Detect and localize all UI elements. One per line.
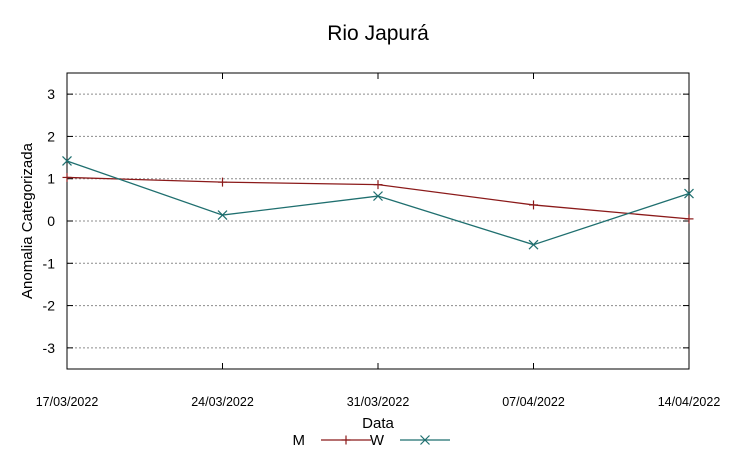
data-point-m: [373, 180, 383, 190]
data-point-m: [684, 214, 694, 224]
chart-title: Rio Japurá: [327, 22, 429, 45]
y-tick-label: 2: [47, 128, 55, 144]
y-tick-label: -1: [43, 255, 56, 271]
data-point-w: [528, 239, 539, 250]
data-point-w: [684, 188, 694, 199]
y-axis-label: Anomalia Categorizada: [19, 142, 36, 299]
y-tick-label: -3: [43, 340, 56, 356]
legend: M W: [293, 432, 450, 449]
data-point-w: [217, 210, 228, 221]
data-point-m: [529, 200, 538, 210]
legend-label-w: W: [370, 432, 385, 449]
x-tick-label: 14/04/2022: [658, 395, 721, 409]
y-axis-ticks: 3 2 1 0 -1 -2 -3: [43, 86, 689, 356]
y-tick-label: 0: [47, 213, 55, 229]
legend-swatch-m: [321, 435, 371, 445]
x-tick-label: 31/03/2022: [347, 395, 410, 409]
data-point-m: [62, 172, 72, 182]
data-point-w: [62, 156, 72, 166]
x-tick-label: 07/04/2022: [502, 395, 565, 409]
y-tick-label: 1: [47, 171, 55, 187]
data-point-w: [373, 191, 383, 201]
legend-label-m: M: [293, 432, 306, 449]
y-tick-label: 3: [47, 86, 55, 102]
x-axis-ticks: 17/03/2022 24/03/2022 31/03/2022 07/04/2022…: [36, 73, 721, 409]
data-point-m: [218, 177, 227, 187]
legend-marker-m: [341, 435, 351, 445]
legend-marker-w: [420, 435, 430, 445]
series-layer: [62, 156, 694, 250]
x-tick-label: 24/03/2022: [191, 395, 254, 409]
y-tick-label: -2: [43, 298, 56, 314]
x-tick-label: 17/03/2022: [36, 395, 99, 409]
x-axis-label: Data: [362, 415, 394, 432]
legend-swatch-w: [400, 435, 450, 445]
